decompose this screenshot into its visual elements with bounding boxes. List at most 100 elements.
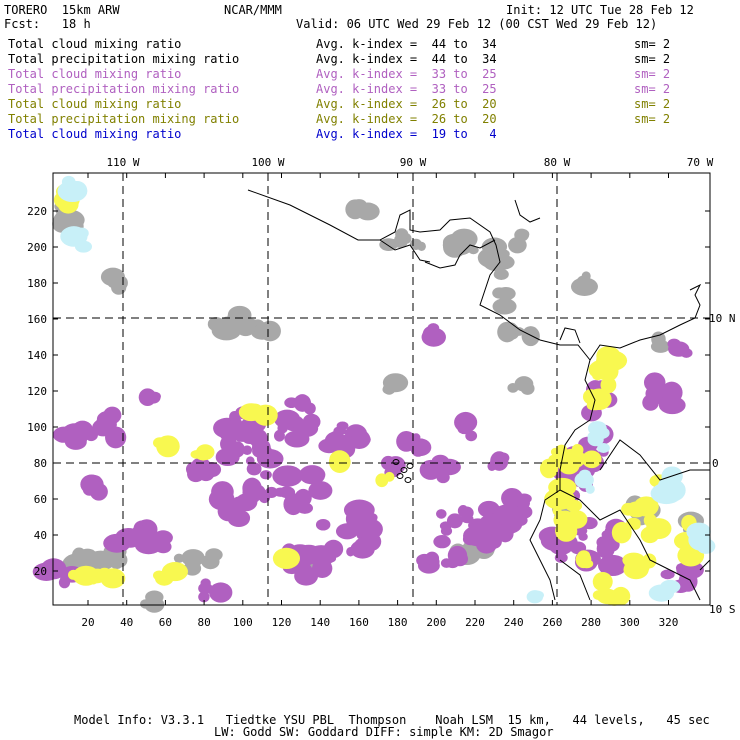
cloud-patch <box>440 526 453 536</box>
longitude-label: 110 W <box>106 156 139 169</box>
cloud-patch <box>227 305 252 325</box>
coastline <box>514 199 541 223</box>
cloud-patch <box>550 447 560 457</box>
cloud-patch <box>294 566 319 586</box>
cloud-patch <box>596 536 611 549</box>
cloud-patch <box>299 555 315 566</box>
cloud-patch <box>395 228 409 241</box>
cloud-patch <box>596 346 621 366</box>
x-tick-label: 300 <box>620 616 640 629</box>
y-tick-label: 180 <box>27 277 47 290</box>
cloud-patch <box>500 249 510 259</box>
cloud-patch <box>504 322 518 336</box>
island <box>406 463 414 469</box>
cloud-patch <box>442 233 467 251</box>
legend-field: Total cloud mixing ratio <box>8 97 182 111</box>
cloud-patch <box>308 481 333 500</box>
x-tick-label: 160 <box>349 616 369 629</box>
x-tick-label: 260 <box>542 616 562 629</box>
cloud-patch <box>230 441 245 458</box>
y-tick-label: 100 <box>27 421 47 434</box>
cloud-patch <box>433 535 451 549</box>
cloud-patch <box>650 389 664 400</box>
cloud-patch <box>141 523 153 532</box>
coastline <box>559 327 581 344</box>
cloud-patch <box>295 419 319 437</box>
cloud-patch <box>360 434 371 445</box>
cloud-patch <box>96 567 113 583</box>
cloud-patch <box>139 395 152 405</box>
cloud-patch <box>658 396 686 415</box>
legend-sm: sm= 2 <box>634 97 671 111</box>
latitude-label: 0 <box>712 457 719 470</box>
cloud-patch <box>96 411 118 428</box>
cloud-patch <box>487 242 505 260</box>
cloud-patch <box>530 590 544 600</box>
forecast-hour: Fcst: 18 h <box>4 17 91 31</box>
cloud-patch <box>624 555 650 577</box>
cloud-patch <box>548 477 577 497</box>
cloud-patch <box>660 569 675 580</box>
coastline <box>424 239 496 269</box>
cloud-patch <box>212 485 231 500</box>
legend-kindex: Avg. k-index = 33 to 25 <box>316 67 497 81</box>
cloud-patch <box>375 473 389 488</box>
cloud-patch <box>468 518 488 533</box>
cloud-patch <box>227 510 250 527</box>
cloud-patch <box>625 501 648 518</box>
legend-field: Total cloud mixing ratio <box>8 37 182 51</box>
cloud-patch <box>280 550 291 560</box>
legend-field: Total cloud mixing ratio <box>8 127 182 141</box>
legend-field: Total precipitation mixing ratio <box>8 112 240 126</box>
model-info: Model Info: V3.3.1 Tiedtke YSU PBL Thomp… <box>74 713 710 727</box>
cloud-patch <box>66 231 78 244</box>
x-tick-label: 280 <box>581 616 601 629</box>
latitude-label: 10 N <box>709 312 736 325</box>
cloud-patch <box>265 486 278 499</box>
cloud-patch <box>345 199 365 220</box>
x-tick-label: 180 <box>388 616 408 629</box>
cloud-patch <box>417 241 426 251</box>
cloud-patch <box>465 430 478 442</box>
cloud-patch <box>229 411 241 423</box>
longitude-label: 100 W <box>251 156 284 169</box>
cloud-patch <box>671 342 685 353</box>
cloud-patch <box>516 493 532 504</box>
legend-sm: sm= 2 <box>634 82 671 96</box>
y-tick-label: 160 <box>27 313 47 326</box>
cloud-patch <box>299 465 326 485</box>
cloud-patch <box>492 298 517 315</box>
cloud-patch <box>198 591 210 603</box>
cloud-patch <box>154 540 172 554</box>
cloud-patch <box>578 469 592 481</box>
physics-info: LW: Godd SW: Goddard DIFF: simple KM: 2D… <box>214 725 554 739</box>
cloud-patch <box>661 490 670 500</box>
x-tick-label: 60 <box>159 616 172 629</box>
cloud-patch <box>514 376 534 392</box>
cloud-patch <box>61 175 76 188</box>
y-tick-label: 80 <box>34 457 47 470</box>
cloud-patch <box>345 508 367 530</box>
x-tick-label: 140 <box>310 616 330 629</box>
cloud-patch <box>380 455 396 471</box>
cloud-patch <box>140 599 151 609</box>
longitude-label: 70 W <box>687 156 714 169</box>
y-tick-label: 220 <box>27 205 47 218</box>
x-tick-label: 80 <box>197 616 210 629</box>
cloud-patch <box>680 547 702 563</box>
cloud-patch <box>242 445 253 455</box>
cloud-patch <box>198 582 213 595</box>
legend-kindex: Avg. k-index = 19 to 4 <box>316 127 497 141</box>
cloud-patch <box>293 394 312 412</box>
cloud-patch <box>476 535 497 554</box>
coastline <box>529 359 596 601</box>
cloud-patch <box>640 526 660 544</box>
y-tick-label: 140 <box>27 349 47 362</box>
cloud-patch <box>85 475 104 495</box>
cloud-patch <box>457 505 469 517</box>
cloud-patch <box>598 554 628 577</box>
legend-sm: sm= 2 <box>634 67 671 81</box>
cloud-patch <box>493 504 523 524</box>
cloud-patch <box>629 519 641 530</box>
x-tick-label: 240 <box>504 616 524 629</box>
